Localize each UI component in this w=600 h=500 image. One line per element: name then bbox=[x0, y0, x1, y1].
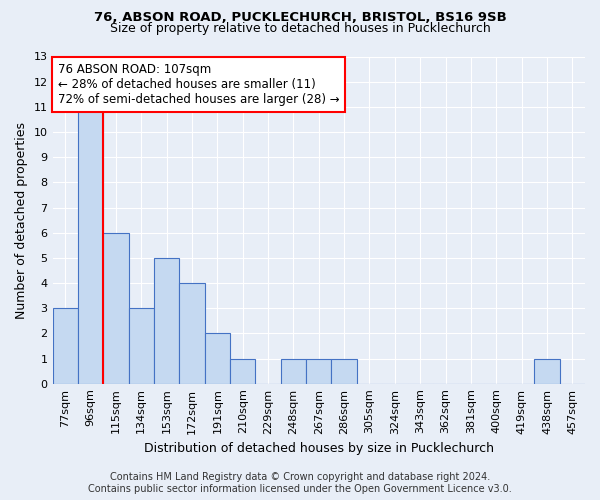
Text: 76, ABSON ROAD, PUCKLECHURCH, BRISTOL, BS16 9SB: 76, ABSON ROAD, PUCKLECHURCH, BRISTOL, B… bbox=[94, 11, 506, 24]
Bar bbox=[103, 232, 128, 384]
Bar bbox=[230, 358, 256, 384]
Bar bbox=[179, 283, 205, 384]
Text: Size of property relative to detached houses in Pucklechurch: Size of property relative to detached ho… bbox=[110, 22, 490, 35]
Y-axis label: Number of detached properties: Number of detached properties bbox=[15, 122, 28, 318]
Bar bbox=[154, 258, 179, 384]
Bar bbox=[128, 308, 154, 384]
Bar bbox=[331, 358, 357, 384]
Bar bbox=[281, 358, 306, 384]
Text: Contains HM Land Registry data © Crown copyright and database right 2024.
Contai: Contains HM Land Registry data © Crown c… bbox=[88, 472, 512, 494]
Bar bbox=[78, 107, 103, 384]
Bar bbox=[53, 308, 78, 384]
Text: 76 ABSON ROAD: 107sqm
← 28% of detached houses are smaller (11)
72% of semi-deta: 76 ABSON ROAD: 107sqm ← 28% of detached … bbox=[58, 63, 340, 106]
Bar bbox=[534, 358, 560, 384]
Bar bbox=[205, 334, 230, 384]
X-axis label: Distribution of detached houses by size in Pucklechurch: Distribution of detached houses by size … bbox=[144, 442, 494, 455]
Bar bbox=[306, 358, 331, 384]
